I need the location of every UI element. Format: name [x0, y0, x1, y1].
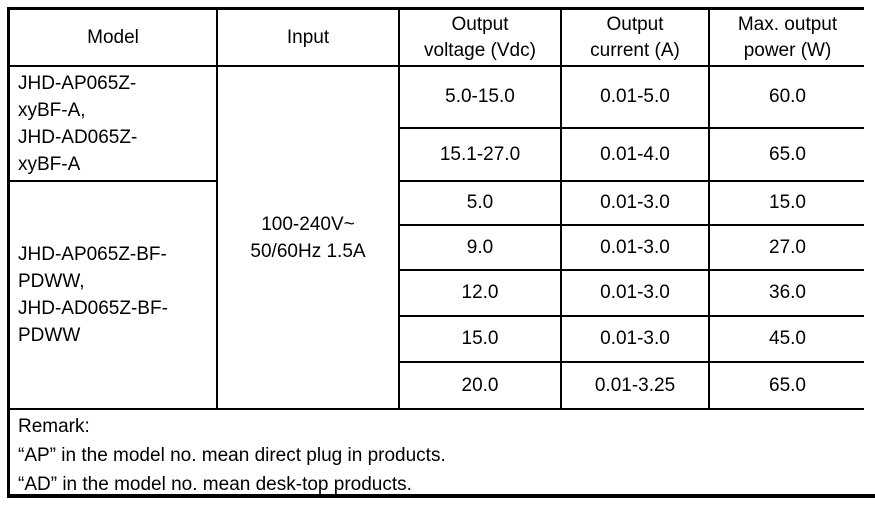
voltage-cell: 15.1-27.0 — [400, 129, 560, 180]
voltage-cell: 5.0-15.0 — [400, 67, 560, 127]
power-cell: 65.0 — [710, 363, 865, 408]
power-cell: 60.0 — [710, 67, 865, 127]
power-cell: 65.0 — [710, 129, 865, 180]
current-cell: 0.01-5.0 — [562, 67, 708, 127]
voltage-cell: 15.0 — [400, 317, 560, 361]
remark-line-ap: “AP” in the model no. mean direct plug i… — [18, 445, 446, 466]
power-cell: 36.0 — [710, 271, 865, 315]
voltage-cell: 5.0 — [400, 182, 560, 224]
remark-title: Remark: — [18, 416, 90, 437]
input-cell: 100-240V~ 50/60Hz 1.5A — [218, 67, 398, 408]
col-header-max-output-power: Max. output power (W) — [710, 10, 865, 65]
voltage-cell: 20.0 — [400, 363, 560, 408]
current-cell: 0.01-3.0 — [562, 226, 708, 269]
col-header-output-voltage: Output voltage (Vdc) — [400, 10, 560, 65]
power-cell: 45.0 — [710, 317, 865, 361]
current-cell: 0.01-3.25 — [562, 363, 708, 408]
spec-table: Model Input Output voltage (Vdc) Output … — [7, 7, 875, 498]
voltage-cell: 12.0 — [400, 271, 560, 315]
spec-grid: Model Input Output voltage (Vdc) Output … — [7, 7, 865, 410]
current-cell: 0.01-4.0 — [562, 129, 708, 180]
voltage-cell: 9.0 — [400, 226, 560, 269]
model-group-1-cell: JHD-AP065Z- xyBF-A, JHD-AD065Z- xyBF-A — [10, 67, 216, 180]
col-header-output-current: Output current (A) — [562, 10, 708, 65]
model-group-2-cell: JHD-AP065Z-BF- PDWW, JHD-AD065Z-BF- PDWW — [10, 182, 216, 408]
power-cell: 27.0 — [710, 226, 865, 269]
col-header-model: Model — [10, 10, 216, 65]
power-cell: 15.0 — [710, 182, 865, 224]
remark-section: Remark: “AP” in the model no. mean direc… — [7, 410, 875, 498]
current-cell: 0.01-3.0 — [562, 317, 708, 361]
col-header-input: Input — [218, 10, 398, 65]
current-cell: 0.01-3.0 — [562, 182, 708, 224]
current-cell: 0.01-3.0 — [562, 271, 708, 315]
remark-line-ad: “AD” in the model no. mean desk-top prod… — [18, 474, 412, 495]
